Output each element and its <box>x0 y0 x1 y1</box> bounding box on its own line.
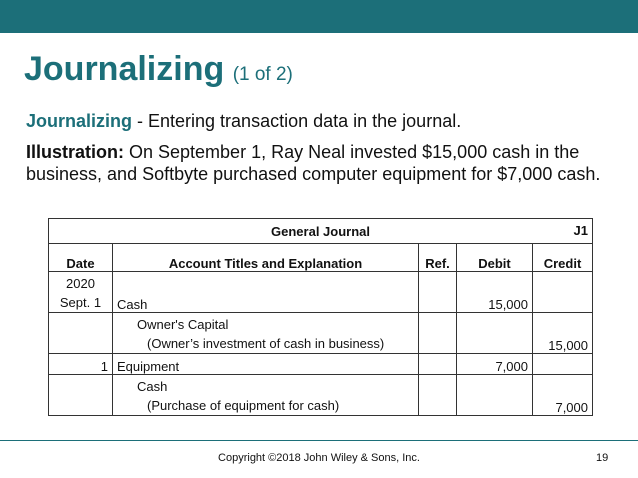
debit-cell: 7,000 <box>456 353 533 375</box>
definition-term: Journalizing <box>26 111 133 131</box>
date-year: 2020 <box>66 276 95 291</box>
date-cell <box>48 312 113 354</box>
account-name: Owner's Capital <box>137 317 229 332</box>
ref-cell <box>418 374 457 416</box>
slide-title: Journalizing (1 of 2) <box>24 50 293 89</box>
account-name: Cash <box>137 379 168 394</box>
account-cell: Cash <box>112 271 419 313</box>
journal-header-row: General Journal J1 <box>47 218 594 244</box>
date-cell <box>48 374 113 416</box>
credit-cell: 7,000 <box>531 374 594 416</box>
page-number: 19 <box>596 452 609 464</box>
debit-cell <box>456 312 533 354</box>
date-cell: 1 <box>48 353 113 375</box>
general-journal-table: General Journal J1 Date Account Titles a… <box>47 218 594 416</box>
title-text: Journalizing <box>24 50 225 88</box>
ref-cell <box>418 353 457 375</box>
illustration-text: On September 1, Ray Neal invested $15,00… <box>26 142 601 184</box>
debit-cell <box>456 374 533 416</box>
date-cell: 2020 Sept. 1 <box>48 271 113 313</box>
account-cell: Owner's Capital (Owner’s investment of c… <box>112 312 419 354</box>
account-explanation: (Owner’s investment of cash in business) <box>147 336 385 351</box>
ref-cell <box>418 271 457 313</box>
journal-ref: J1 <box>573 223 589 238</box>
col-header-account: Account Titles and Explanation <box>112 243 419 272</box>
col-header-credit: Credit <box>531 243 594 272</box>
journal-row: 1 Equipment 7,000 <box>48 353 594 375</box>
debit-cell: 15,000 <box>456 271 533 313</box>
journal-row: Owner's Capital (Owner’s investment of c… <box>48 312 594 354</box>
account-explanation: (Purchase of equipment for cash) <box>147 398 340 413</box>
account-cell: Cash (Purchase of equipment for cash) <box>112 374 419 416</box>
copyright-text: Copyright ©2018 John Wiley & Sons, Inc. <box>218 452 420 464</box>
title-suffix: (1 of 2) <box>232 64 293 85</box>
illustration-paragraph: Illustration: On September 1, Ray Neal i… <box>26 141 616 185</box>
credit-cell <box>531 271 594 313</box>
col-header-ref: Ref. <box>418 243 457 272</box>
account-cell: Equipment <box>112 353 419 375</box>
credit-cell: 15,000 <box>531 312 594 354</box>
illustration-label: Illustration: <box>26 142 124 162</box>
definition-text: - Entering transaction data in the journ… <box>132 111 462 131</box>
journal-row: 2020 Sept. 1 Cash 15,000 <box>48 271 594 313</box>
ref-cell <box>418 312 457 354</box>
credit-cell <box>531 353 594 375</box>
col-header-date: Date <box>48 243 113 272</box>
definition-line: Journalizing - Entering transaction data… <box>26 111 461 132</box>
journal-title: General Journal <box>271 223 370 239</box>
top-banner <box>0 0 638 33</box>
journal-title-cell: General Journal J1 <box>47 218 594 244</box>
col-header-debit: Debit <box>456 243 533 272</box>
date-day: Sept. 1 <box>59 295 102 310</box>
journal-row: Cash (Purchase of equipment for cash) 7,… <box>48 374 594 416</box>
footer-divider <box>0 440 638 441</box>
column-header-row: Date Account Titles and Explanation Ref.… <box>48 243 594 272</box>
